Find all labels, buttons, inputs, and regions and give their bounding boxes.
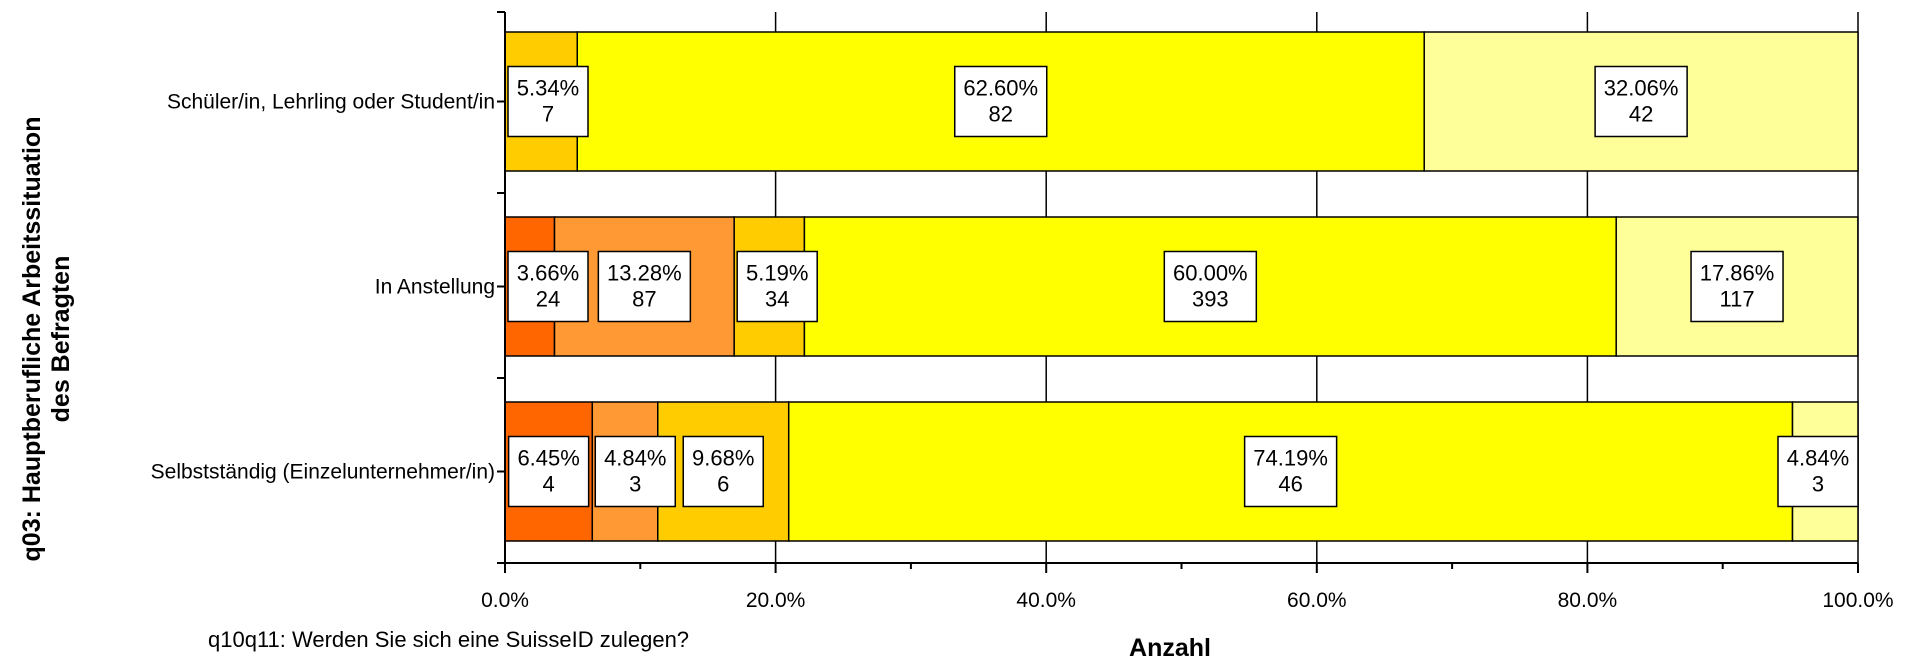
data-label-percent: 17.86%	[1700, 261, 1775, 286]
category-label: Schüler/in, Lehrling oder Student/in	[167, 91, 495, 114]
data-label: 9.68%6	[683, 437, 763, 507]
data-label-count: 82	[988, 102, 1012, 127]
x-tick-label: 60.0%	[1287, 589, 1347, 612]
data-label-count: 46	[1278, 472, 1302, 497]
data-label-percent: 60.00%	[1173, 261, 1248, 286]
data-label-count: 3	[629, 472, 641, 497]
data-label-count: 42	[1629, 102, 1653, 127]
data-label-count: 117	[1720, 287, 1755, 312]
data-label-percent: 13.28%	[607, 261, 682, 286]
data-label-percent: 3.66%	[517, 261, 579, 286]
data-label: 5.19%34	[737, 252, 817, 322]
y-axis-title-line-1: q03: Hauptberufliche Arbeitssituation	[18, 117, 46, 562]
data-label: 5.34%7	[508, 67, 588, 137]
data-label-count: 34	[765, 287, 789, 312]
data-label-count: 4	[543, 472, 555, 497]
x-tick-label: 80.0%	[1558, 589, 1618, 612]
x-tick-label: 20.0%	[746, 589, 806, 612]
category-label: Selbstständig (Einzelunternehmer/in)	[151, 461, 495, 484]
category-label: In Anstellung	[375, 276, 495, 299]
data-label-percent: 6.45%	[517, 446, 579, 471]
data-label-count: 393	[1192, 287, 1229, 312]
data-label: 13.28%87	[598, 252, 690, 322]
data-label-percent: 9.68%	[692, 446, 754, 471]
data-label-count: 7	[542, 102, 554, 127]
data-label: 32.06%42	[1595, 67, 1687, 137]
data-label: 6.45%4	[509, 437, 589, 507]
data-label-count: 87	[632, 287, 656, 312]
data-label-percent: 32.06%	[1604, 76, 1679, 101]
data-label-percent: 5.19%	[746, 261, 808, 286]
data-label-percent: 74.19%	[1253, 446, 1328, 471]
data-label-percent: 62.60%	[963, 76, 1038, 101]
x-tick-label: 40.0%	[1016, 589, 1076, 612]
data-label-count: 24	[536, 287, 560, 312]
data-label: 4.84%3	[1778, 437, 1858, 507]
data-label: 60.00%393	[1164, 252, 1256, 322]
x-tick-label: 100.0%	[1822, 589, 1893, 612]
data-label: 74.19%46	[1245, 437, 1337, 507]
data-label: 62.60%82	[955, 67, 1047, 137]
data-label-percent: 5.34%	[517, 76, 579, 101]
y-axis-title: q03: Hauptberufliche Arbeitssituation de…	[18, 117, 75, 562]
legend-title: q10q11: Werden Sie sich eine SuisseID zu…	[208, 627, 689, 652]
y-axis-title-line-2: des Befragten	[47, 256, 75, 423]
data-label: 4.84%3	[595, 437, 675, 507]
data-label-count: 3	[1812, 472, 1824, 497]
data-label: 17.86%117	[1691, 252, 1783, 322]
x-axis-title: Anzahl	[1129, 634, 1211, 662]
data-label-count: 6	[717, 472, 729, 497]
data-label: 3.66%24	[508, 252, 588, 322]
data-label-percent: 4.84%	[604, 446, 666, 471]
x-tick-label: 0.0%	[481, 589, 529, 612]
data-label-percent: 4.84%	[1787, 446, 1849, 471]
